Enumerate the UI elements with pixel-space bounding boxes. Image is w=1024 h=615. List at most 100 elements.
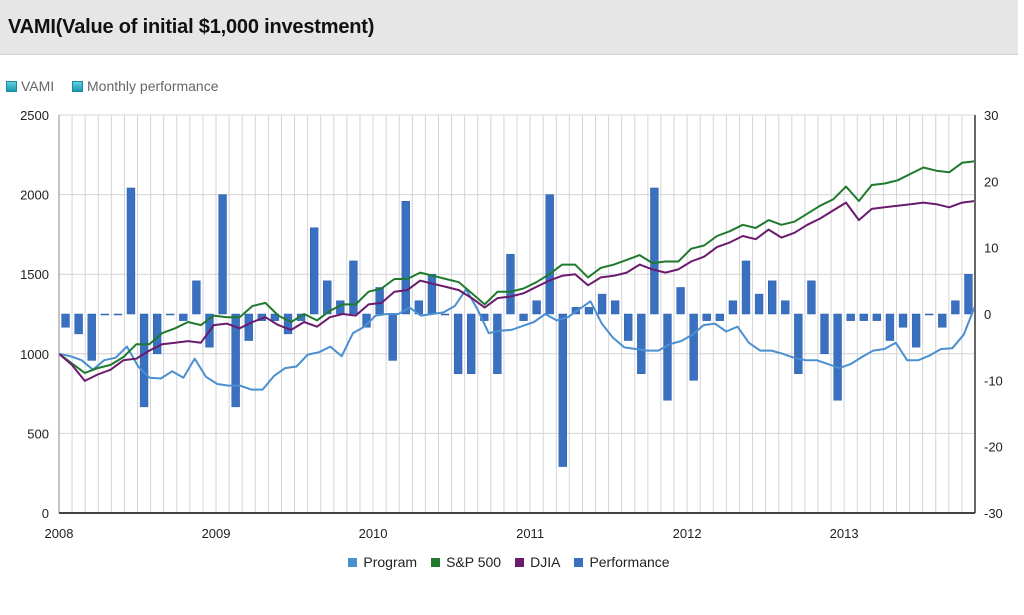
performance-bar [87, 313, 96, 361]
legend-label-sp500: S&P 500 [446, 554, 502, 570]
y-left-tick-label: 1000 [20, 347, 49, 362]
performance-bar [689, 313, 698, 381]
performance-bar [349, 260, 358, 315]
performance-bar [872, 313, 882, 321]
performance-bar [323, 280, 332, 315]
vami-toggle[interactable]: VAMI [6, 78, 54, 94]
y-right-tick-label: 30 [984, 108, 998, 123]
legend-label-program: Program [363, 554, 418, 570]
performance-bar [139, 313, 149, 408]
series-line-s-p-500 [58, 160, 976, 374]
performance-bar [192, 280, 201, 315]
performance-bar [781, 300, 790, 315]
y-right-tick-label: 10 [984, 241, 998, 256]
chart-legend: Program S&P 500 DJIA Performance [0, 554, 1018, 570]
vami-toggle-icon [6, 80, 17, 92]
performance-bar [911, 313, 921, 348]
performance-bar [283, 313, 293, 335]
performance-bar [741, 260, 751, 315]
performance-bar [100, 313, 109, 316]
y-right-tick-label: -10 [984, 373, 1003, 388]
x-tick-label: 2013 [830, 526, 859, 541]
performance-bar [493, 313, 502, 374]
performance-bar [532, 300, 541, 315]
x-tick-label: 2008 [45, 526, 74, 541]
performance-bar [624, 313, 633, 341]
monthly-performance-toggle-icon [72, 80, 83, 92]
performance-bar [715, 313, 725, 321]
performance-bar [702, 313, 711, 321]
legend-item-djia[interactable]: DJIA [515, 554, 560, 570]
performance-bar [728, 300, 738, 315]
performance-bar [375, 287, 384, 315]
performance-bar [794, 313, 803, 374]
panel-header: VAMI(Value of initial $1,000 investment) [0, 0, 1018, 55]
performance-bar [179, 313, 188, 321]
performance-bar [545, 194, 554, 315]
performance-bar [610, 300, 620, 315]
performance-bar [846, 313, 855, 321]
performance-bar [61, 313, 70, 328]
monthly-performance-toggle[interactable]: Monthly performance [72, 78, 219, 94]
x-tick-label: 2012 [673, 526, 702, 541]
series-line-program [58, 288, 976, 391]
performance-bar [74, 313, 83, 335]
legend-swatch-djia [515, 557, 525, 567]
x-tick-label: 2010 [359, 526, 388, 541]
vami-toggle-label: VAMI [21, 78, 55, 94]
y-right-tick-label: 20 [984, 174, 998, 189]
performance-bar [506, 254, 515, 315]
performance-bar [859, 313, 868, 321]
legend-item-performance[interactable]: Performance [574, 554, 670, 570]
performance-bar [925, 313, 934, 316]
performance-bar [388, 313, 397, 361]
performance-bar [467, 313, 476, 374]
performance-bar [885, 313, 895, 341]
performance-bar [964, 273, 973, 315]
y-left-tick-label: 1500 [20, 267, 49, 282]
chart-panel: VAMI Monthly performance 0 500 1000 1500 200… [0, 56, 1018, 611]
performance-bar [401, 200, 410, 315]
legend-item-sp500[interactable]: S&P 500 [431, 554, 501, 570]
performance-bar [663, 313, 672, 401]
performance-bar [754, 293, 764, 315]
performance-bar [519, 313, 528, 321]
performance-bar [820, 313, 829, 355]
performance-bar [650, 187, 659, 315]
performance-bar [807, 280, 816, 315]
y-right-tick-label: 0 [984, 307, 991, 322]
performance-bar [231, 313, 240, 408]
series-line-djia [58, 200, 976, 382]
x-tick-label: 2011 [516, 526, 544, 541]
performance-bar [244, 313, 253, 341]
performance-bar [597, 293, 607, 315]
performance-bar [637, 313, 646, 374]
performance-bar [676, 287, 685, 315]
performance-bar [584, 307, 594, 315]
y-left-tick-label: 2500 [20, 108, 49, 123]
performance-bar [166, 313, 175, 316]
x-tick-label: 2009 [202, 526, 231, 541]
performance-bar [218, 194, 227, 315]
legend-swatch-performance [574, 557, 584, 567]
performance-bar [126, 187, 136, 315]
performance-bar [270, 313, 280, 321]
monthly-performance-toggle-label: Monthly performance [87, 78, 219, 94]
y-right-tick-label: -20 [984, 440, 1003, 455]
chart-title: VAMI(Value of initial $1,000 investment) [8, 16, 375, 38]
legend-swatch-sp500 [431, 557, 441, 567]
legend-item-program[interactable]: Program [348, 554, 417, 570]
performance-bar [767, 280, 777, 315]
performance-bar [833, 313, 842, 401]
legend-label-performance: Performance [589, 554, 670, 570]
performance-bar [938, 313, 947, 328]
performance-bar [453, 313, 463, 374]
performance-bar [951, 300, 960, 315]
legend-label-djia: DJIA [530, 554, 561, 570]
performance-bar [427, 273, 437, 315]
y-left-tick-label: 2000 [20, 188, 49, 203]
performance-bar [113, 313, 123, 316]
y-left-tick-label: 500 [27, 426, 49, 441]
y-left-tick-label: 0 [42, 506, 49, 521]
